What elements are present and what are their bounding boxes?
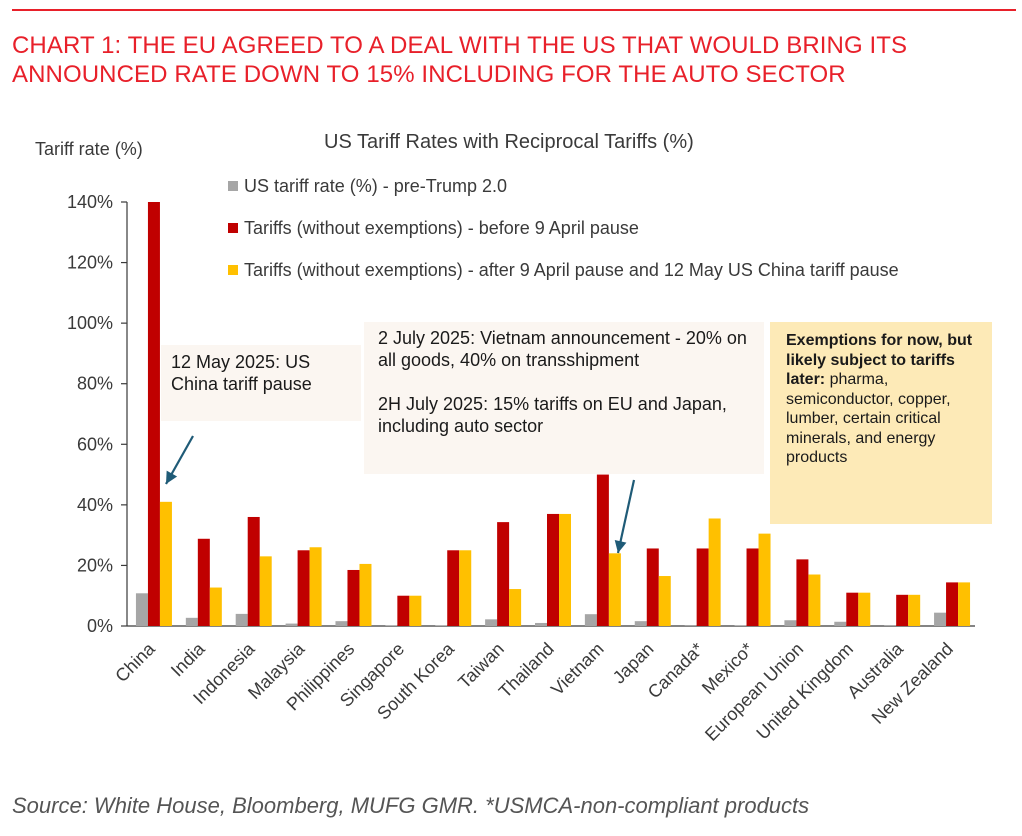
- y-tick-label: 40%: [77, 495, 113, 515]
- x-tick-label: Japan: [609, 639, 658, 688]
- bar-1-8: [547, 513, 559, 626]
- bar-2-13: [808, 574, 821, 626]
- bar-2-2: [259, 556, 272, 626]
- bar-1-14: [846, 592, 859, 626]
- exemptions-heading: Exemptions for now, but likely subject t…: [786, 332, 973, 388]
- bar-1-5: [397, 595, 410, 626]
- y-tick-label: 80%: [77, 374, 113, 394]
- bar-0-15: [884, 625, 897, 626]
- legend-item-pre-trump: US tariff rate (%) - pre-Trump 2.0: [228, 176, 928, 197]
- bar-2-10: [658, 576, 671, 626]
- bar-1-4: [347, 569, 360, 626]
- x-tick-label: China: [111, 638, 159, 686]
- arrow-vietnam-head: [614, 539, 627, 553]
- top-rule: [12, 9, 1016, 11]
- bar-2-3: [309, 547, 322, 626]
- bar-2-12: [758, 533, 771, 626]
- annotation-china-pause: 12 May 2025: US China tariff pause: [161, 345, 361, 421]
- bar-0-4: [335, 621, 348, 626]
- bar-0-16: [934, 612, 947, 626]
- bar-1-16: [946, 582, 959, 626]
- bar-0-3: [285, 623, 298, 626]
- y-tick-label: 100%: [67, 313, 113, 333]
- bar-0-9: [584, 614, 597, 626]
- y-axis-label: Tariff rate (%): [35, 139, 143, 159]
- bar-1-15: [896, 594, 909, 626]
- legend-swatch-after-pause: [228, 265, 238, 275]
- bar-2-9: [608, 553, 621, 626]
- bar-1-12: [746, 548, 759, 626]
- bar-1-9: [596, 474, 609, 626]
- bar-2-0: [159, 501, 172, 626]
- annotation-vietnam: 2 July 2025: Vietnam announcement - 20% …: [378, 328, 747, 370]
- x-tick-label: Canada*: [644, 639, 708, 703]
- bar-1-2: [247, 516, 260, 626]
- bar-1-0: [147, 202, 160, 626]
- chart-title: US Tariff Rates with Reciprocal Tariffs …: [324, 131, 694, 153]
- legend-swatch-pre-trump: [228, 181, 238, 191]
- annotation-box-vietnam-eu: 2 July 2025: Vietnam announcement - 20% …: [364, 322, 764, 474]
- bar-2-16: [958, 582, 971, 626]
- legend-item-after-pause: Tariffs (without exemptions) - after 9 A…: [228, 260, 934, 281]
- bar-1-11: [696, 548, 709, 626]
- x-tick-label: India: [167, 638, 209, 680]
- y-tick-label: 60%: [77, 434, 113, 454]
- annotation-exemptions: Exemptions for now, but likely subject t…: [770, 322, 992, 524]
- bar-0-2: [235, 613, 248, 626]
- y-tick-label: 0%: [87, 616, 113, 636]
- bar-0-7: [485, 619, 498, 626]
- annotation-eu-japan: 2H July 2025: 15% tariffs on EU and Japa…: [378, 394, 727, 436]
- bar-0-13: [784, 620, 797, 626]
- arrow-china-head: [166, 470, 178, 484]
- bar-0-0: [135, 593, 148, 626]
- y-tick-label: 20%: [77, 555, 113, 575]
- bar-1-7: [497, 522, 510, 626]
- bar-2-11: [708, 518, 721, 626]
- bar-2-5: [409, 595, 422, 626]
- bar-2-1: [209, 587, 222, 626]
- y-tick-label: 140%: [67, 192, 113, 212]
- bar-0-10: [634, 621, 647, 626]
- bar-2-4: [359, 563, 372, 626]
- bar-2-15: [908, 594, 921, 626]
- legend: US tariff rate (%) - pre-Trump 2.0 Tarif…: [228, 176, 928, 302]
- bar-1-13: [796, 559, 809, 626]
- bar-1-10: [646, 548, 659, 626]
- arrow-vietnam: [616, 479, 636, 554]
- bar-0-14: [834, 621, 847, 626]
- bar-2-6: [459, 550, 472, 626]
- bar-2-14: [858, 592, 871, 626]
- x-tick-label: Thailand: [495, 639, 558, 702]
- bar-1-3: [297, 550, 310, 626]
- legend-label-before-pause: Tariffs (without exemptions) - before 9 …: [244, 218, 639, 238]
- bar-0-12: [734, 625, 747, 626]
- bar-1-1: [197, 538, 210, 626]
- x-tick-label: Vietnam: [547, 639, 608, 700]
- bar-1-6: [447, 550, 460, 626]
- legend-label-after-pause: Tariffs (without exemptions) - after 9 A…: [244, 260, 899, 280]
- exemptions-list: pharma, semiconductor, copper, lumber, c…: [786, 371, 951, 466]
- legend-swatch-before-pause: [228, 223, 238, 233]
- bar-0-1: [185, 617, 198, 626]
- bar-0-5: [385, 625, 398, 626]
- legend-label-pre-trump: US tariff rate (%) - pre-Trump 2.0: [244, 176, 508, 196]
- bar-0-8: [535, 622, 547, 626]
- bar-0-6: [435, 625, 448, 626]
- bar-2-7: [509, 589, 522, 626]
- headline: CHART 1: THE EU AGREED TO A DEAL WITH TH…: [12, 32, 908, 88]
- legend-item-before-pause: Tariffs (without exemptions) - before 9 …: [228, 218, 928, 239]
- bar-2-8: [559, 513, 571, 626]
- source-note: Source: White House, Bloomberg, MUFG GMR…: [12, 793, 810, 818]
- y-tick-label: 120%: [67, 253, 113, 273]
